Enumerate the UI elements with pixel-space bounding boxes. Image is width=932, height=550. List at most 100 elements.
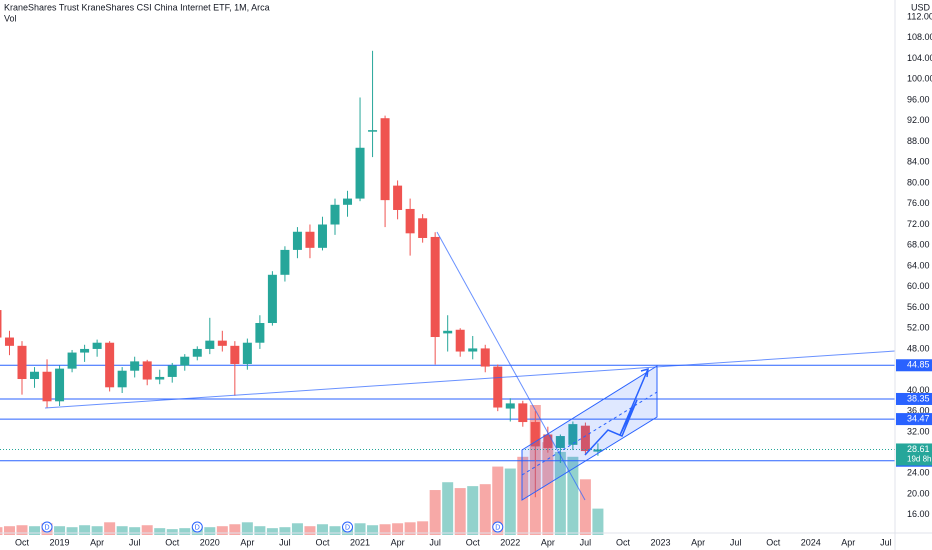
trend-line	[436, 231, 586, 501]
candle-body	[330, 204, 340, 225]
event-marker	[492, 521, 504, 533]
event-label: D	[495, 524, 500, 531]
candle-body	[167, 365, 177, 377]
x-tick-label: Oct	[616, 537, 631, 547]
candle-body	[568, 424, 578, 445]
volume-bar	[229, 524, 241, 535]
volume-bar	[442, 482, 454, 535]
x-tick-label: Apr	[841, 537, 855, 547]
y-tick-label: 68.00	[907, 240, 930, 250]
event-label: D	[45, 524, 50, 531]
y-tick-label: 20.00	[907, 488, 930, 498]
candle-body	[480, 348, 490, 367]
volume-bar	[129, 527, 141, 535]
x-tick-label: Apr	[541, 537, 555, 547]
drawings	[44, 231, 896, 501]
volume-bar	[329, 526, 341, 535]
x-tick-label: 2023	[651, 537, 671, 547]
candle-body	[543, 434, 553, 448]
volume-bar	[254, 526, 266, 535]
y-tick-label: 100.00	[907, 74, 932, 84]
volume-bar	[404, 522, 416, 535]
y-tick-label: 88.00	[907, 136, 930, 146]
x-tick-label: Apr	[90, 537, 104, 547]
x-tick-label: 2019	[50, 537, 70, 547]
candle-body	[17, 345, 27, 380]
x-tick-label: Oct	[466, 537, 481, 547]
candle-body	[518, 403, 528, 423]
candle-body	[305, 231, 315, 248]
candle-body	[580, 425, 590, 452]
candle-body	[155, 376, 165, 380]
x-tick-label: Oct	[165, 537, 180, 547]
volume-bar	[479, 484, 491, 535]
candle-body	[380, 118, 390, 201]
volume-bar	[279, 527, 291, 535]
chart-title: KraneShares Trust KraneShares CSI China …	[4, 2, 270, 12]
y-tick-label: 76.00	[907, 198, 930, 208]
x-tick-label: 2022	[500, 537, 520, 547]
candle-body	[30, 371, 40, 380]
candle-body	[142, 361, 152, 380]
volume-bar	[492, 466, 504, 535]
y-tick-label: 52.00	[907, 323, 930, 333]
candle-body	[105, 342, 115, 388]
candle-body	[92, 342, 102, 349]
candle-body	[443, 330, 453, 334]
candle-body	[355, 147, 365, 199]
volume-bar	[16, 525, 28, 535]
candle-body	[555, 436, 565, 448]
volume-bar	[367, 525, 379, 535]
volume-bar	[66, 527, 78, 535]
countdown: 19d 8h	[907, 455, 931, 464]
volume-bar	[91, 526, 103, 535]
last-price-label: 28.61	[907, 444, 930, 454]
candle-body	[267, 274, 277, 324]
candle-body	[4, 337, 14, 346]
volume-bar	[316, 524, 328, 535]
volume-bar	[79, 525, 91, 535]
volume-bar	[3, 526, 15, 535]
event-marker	[191, 521, 203, 533]
volume-bar	[104, 522, 116, 535]
x-tick-label: Jul	[429, 537, 441, 547]
candle-body	[405, 208, 415, 234]
x-tick-label: Oct	[15, 537, 30, 547]
volume-bar	[29, 526, 41, 535]
candle-body	[55, 368, 65, 402]
x-tick-label: Oct	[766, 537, 781, 547]
candle-body	[217, 340, 227, 346]
candle-body	[255, 323, 265, 343]
trend-line	[44, 350, 896, 409]
currency: USD	[911, 2, 931, 12]
candle-body	[292, 231, 302, 250]
candle-body	[67, 352, 77, 369]
level-label-box	[896, 413, 932, 426]
x-tick-label: 2021	[350, 537, 370, 547]
candle-body	[493, 366, 503, 408]
x-tick-label: 2020	[200, 537, 220, 547]
volume-bar	[0, 527, 3, 535]
volume-bar	[166, 529, 178, 535]
volume-bar	[504, 468, 516, 535]
projection-arrow	[640, 367, 649, 378]
x-tick-label: Jul	[580, 537, 592, 547]
y-tick-label: 84.00	[907, 157, 930, 167]
volume-bar	[216, 526, 228, 535]
volume-bar	[266, 528, 278, 535]
candle-body	[280, 249, 290, 275]
x-tick-label: Apr	[391, 537, 405, 547]
volume-bar	[54, 526, 66, 535]
x-tick-label: Jul	[880, 537, 892, 547]
y-tick-label: 32.00	[907, 426, 930, 436]
level-label-box	[896, 359, 932, 372]
last-price-box	[896, 443, 932, 466]
volume-bar	[517, 456, 529, 535]
volume-bar	[454, 488, 466, 535]
volume-bar	[304, 526, 316, 535]
candle-body	[117, 370, 127, 388]
event-marker	[342, 521, 354, 533]
candle-body	[430, 236, 440, 338]
volume-bar	[291, 523, 303, 535]
